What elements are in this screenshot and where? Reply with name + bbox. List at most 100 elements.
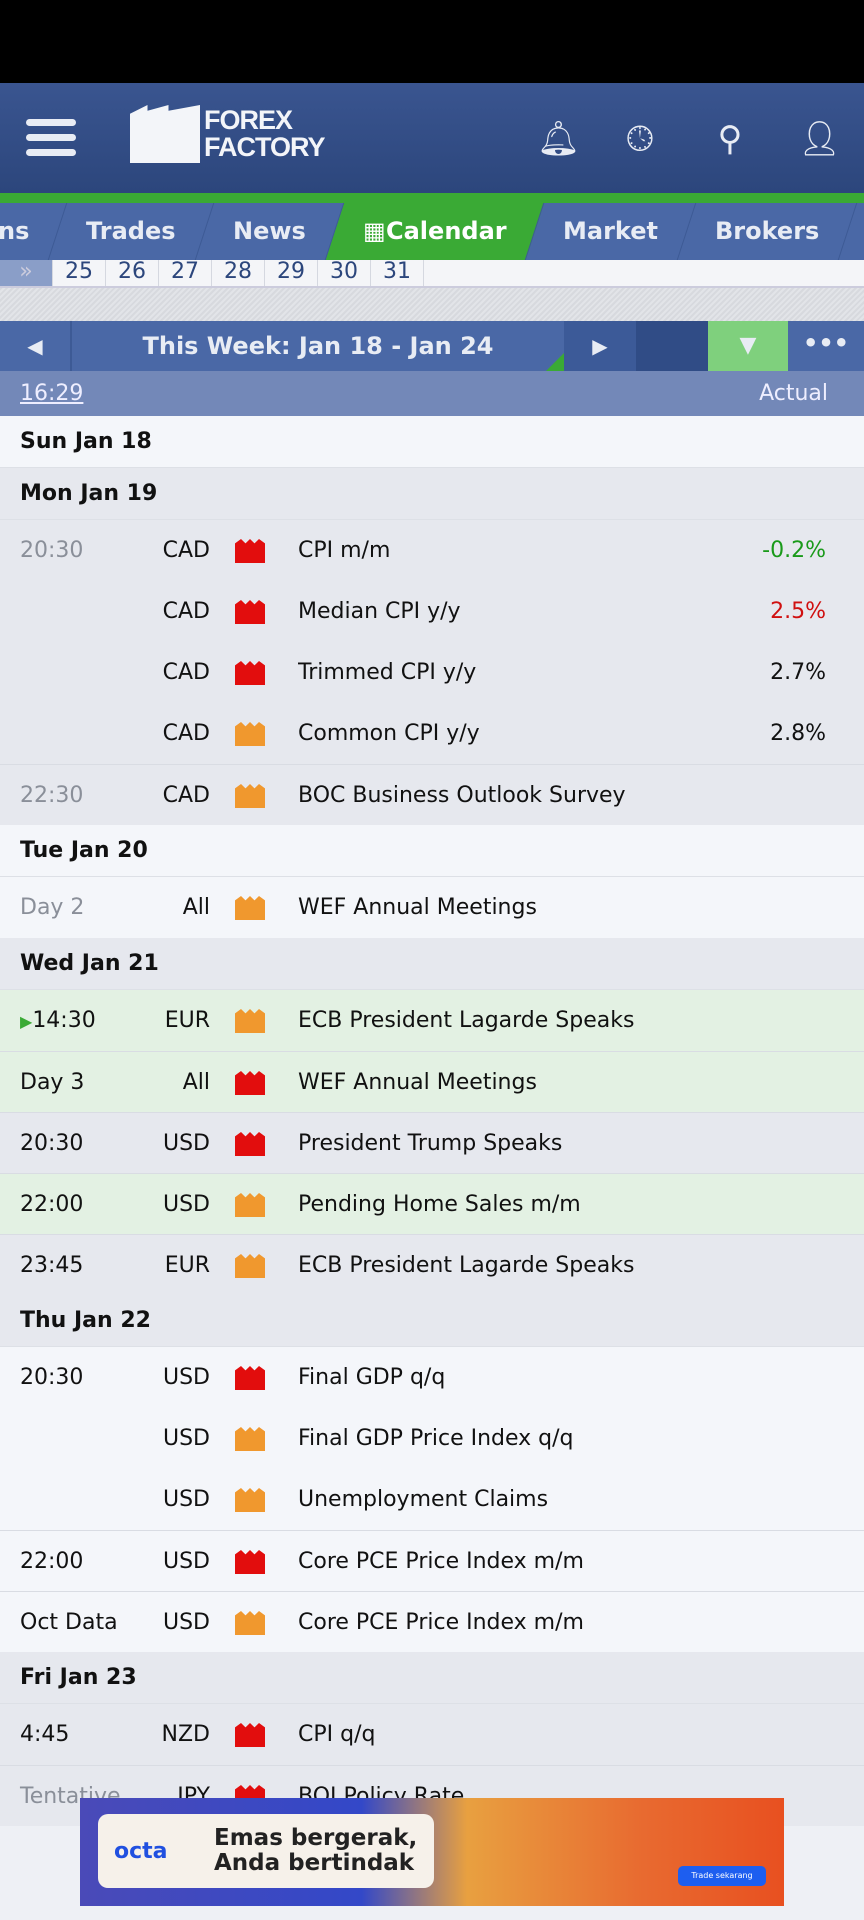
filter-icon[interactable]: ▼ (708, 321, 788, 371)
bell-icon[interactable]: 🔔︎ (537, 119, 581, 159)
event-row[interactable]: CAD Trimmed CPI y/y 2.7% (0, 642, 864, 703)
event-name[interactable]: WEF Annual Meetings (298, 1070, 537, 1095)
event-currency: CAD (162, 538, 210, 563)
tab-calendar[interactable]: ▦ Calendar (325, 203, 545, 260)
event-currency: CAD (162, 660, 210, 685)
event-name[interactable]: ECB President Lagarde Speaks (298, 1253, 635, 1278)
event-time: 23:45 (20, 1235, 83, 1296)
event-row[interactable]: ▶14:30 EUR ECB President Lagarde Speaks (0, 990, 864, 1051)
tab-brokers[interactable]: Brokers (677, 203, 858, 260)
event-row[interactable]: 22:00 USD Pending Home Sales m/m (0, 1173, 864, 1234)
event-name[interactable]: BOC Business Outlook Survey (298, 783, 626, 808)
day-header: Mon Jan 19 (0, 468, 864, 520)
more-options-icon[interactable]: ••• (802, 329, 850, 357)
prev-week-button[interactable]: ◀ (0, 321, 72, 371)
tab-market[interactable]: Market (525, 203, 697, 260)
advertisement-banner[interactable]: octa Emas bergerak, Anda bertindak Trade … (80, 1798, 784, 1906)
date-cell[interactable]: 30 (318, 260, 371, 286)
date-scroll-button[interactable]: » (0, 260, 53, 286)
impact-orange-icon[interactable] (235, 784, 265, 808)
impact-red-icon[interactable] (235, 1132, 265, 1156)
event-name[interactable]: Final GDP q/q (298, 1365, 446, 1390)
event-name[interactable]: Core PCE Price Index m/m (298, 1610, 584, 1635)
main-nav-tabs: ns Trades News ▦ Calendar Market Brokers (0, 203, 864, 260)
event-row[interactable]: Day 3 All WEF Annual Meetings (0, 1051, 864, 1112)
ad-card: octa Emas bergerak, Anda bertindak (98, 1814, 434, 1888)
event-name[interactable]: ECB President Lagarde Speaks (298, 1008, 635, 1033)
event-name[interactable]: Median CPI y/y (298, 599, 461, 624)
impact-red-icon[interactable] (235, 1723, 265, 1747)
ad-headline-1: Emas bergerak, (214, 1825, 418, 1851)
date-cell[interactable]: 28 (212, 260, 265, 286)
event-row[interactable]: Day 2 All WEF Annual Meetings (0, 877, 864, 938)
event-time: 4:45 (20, 1704, 69, 1765)
menu-icon[interactable] (26, 119, 76, 157)
date-cell[interactable]: 27 (159, 260, 212, 286)
event-currency: USD (162, 1549, 210, 1574)
event-name[interactable]: President Trump Speaks (298, 1131, 563, 1156)
date-cell[interactable]: 26 (106, 260, 159, 286)
event-time: 20:30 (20, 1347, 83, 1408)
impact-orange-icon[interactable] (235, 1488, 265, 1512)
date-cell[interactable]: 31 (371, 260, 424, 286)
tab-news[interactable]: News (195, 203, 344, 260)
current-time-link[interactable]: 16:29 (20, 381, 84, 406)
user-icon[interactable]: 👤︎ (798, 119, 842, 159)
event-row[interactable]: CAD Median CPI y/y 2.5% (0, 581, 864, 642)
event-row[interactable]: 4:45 NZD CPI q/q (0, 1704, 864, 1765)
impact-orange-icon[interactable] (235, 896, 265, 920)
event-row[interactable]: 20:30 USD Final GDP q/q (0, 1347, 864, 1408)
event-time: Oct Data (20, 1592, 118, 1653)
impact-red-icon[interactable] (235, 539, 265, 563)
event-currency: CAD (162, 599, 210, 624)
event-row[interactable]: USD Unemployment Claims (0, 1469, 864, 1530)
event-name[interactable]: WEF Annual Meetings (298, 895, 537, 920)
event-name[interactable]: Unemployment Claims (298, 1487, 549, 1512)
event-time-text: 22:00 (20, 1549, 84, 1574)
ad-cta-button[interactable]: Trade sekarang (678, 1866, 766, 1886)
event-name[interactable]: Pending Home Sales m/m (298, 1192, 581, 1217)
date-cell[interactable]: 29 (265, 260, 318, 286)
event-time-text: 20:30 (20, 538, 84, 563)
event-row[interactable]: 20:30 USD President Trump Speaks (0, 1112, 864, 1173)
event-row[interactable]: CAD Common CPI y/y 2.8% (0, 703, 864, 764)
search-icon[interactable]: ⚲ (717, 119, 743, 159)
event-row[interactable]: 23:45 EUR ECB President Lagarde Speaks (0, 1234, 864, 1295)
event-time: Day 2 (20, 877, 84, 938)
tab-trades[interactable]: Trades (49, 203, 215, 260)
impact-red-icon[interactable] (235, 600, 265, 624)
impact-orange-icon[interactable] (235, 1427, 265, 1451)
impact-red-icon[interactable] (235, 661, 265, 685)
week-title[interactable]: This Week: Jan 18 - Jan 24 (72, 321, 564, 371)
event-currency: CAD (162, 721, 210, 746)
event-actual: 2.7% (770, 660, 826, 685)
event-name[interactable]: Core PCE Price Index m/m (298, 1549, 584, 1574)
event-row[interactable]: 22:30 CAD BOC Business Outlook Survey (0, 764, 864, 825)
event-name[interactable]: Final GDP Price Index q/q (298, 1426, 574, 1451)
event-name[interactable]: CPI m/m (298, 538, 391, 563)
event-name[interactable]: Trimmed CPI y/y (298, 660, 477, 685)
impact-red-icon[interactable] (235, 1071, 265, 1095)
impact-orange-icon[interactable] (235, 722, 265, 746)
forex-factory-logo[interactable]: FOREX FACTORY (130, 105, 326, 163)
event-row[interactable]: USD Final GDP Price Index q/q (0, 1408, 864, 1469)
impact-orange-icon[interactable] (235, 1193, 265, 1217)
event-name[interactable]: CPI q/q (298, 1722, 376, 1747)
divider (0, 288, 864, 321)
event-time: 20:30 (20, 520, 83, 581)
column-header: 16:29 Actual (0, 371, 864, 416)
event-row[interactable]: 22:00 USD Core PCE Price Index m/m (0, 1530, 864, 1591)
impact-red-icon[interactable] (235, 1550, 265, 1574)
impact-orange-icon[interactable] (235, 1611, 265, 1635)
next-week-button[interactable]: ▶ (564, 321, 636, 371)
event-row[interactable]: 20:30 CAD CPI m/m -0.2% (0, 520, 864, 581)
date-cell[interactable]: 25 (53, 260, 106, 286)
impact-orange-icon[interactable] (235, 1009, 265, 1033)
clock-icon[interactable]: 🕓︎ (626, 119, 654, 159)
event-time-text: 22:00 (20, 1192, 84, 1217)
event-row[interactable]: Oct Data USD Core PCE Price Index m/m (0, 1591, 864, 1652)
event-currency: All (182, 1070, 210, 1095)
impact-red-icon[interactable] (235, 1366, 265, 1390)
event-name[interactable]: Common CPI y/y (298, 721, 480, 746)
impact-orange-icon[interactable] (235, 1254, 265, 1278)
